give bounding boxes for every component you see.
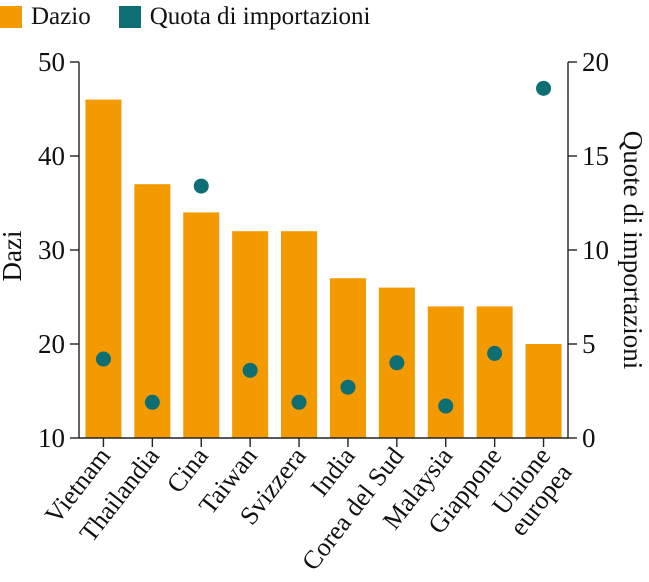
legend-label-dazio: Dazio [31, 3, 91, 30]
y-left-tick-label-40: 40 [38, 141, 65, 171]
y-axis-title: Dazi [0, 231, 27, 282]
dot-vietnam [95, 351, 111, 367]
y-right-tick-label-5: 5 [582, 329, 596, 359]
legend-swatch-quota [118, 6, 141, 28]
bar-cina [183, 212, 220, 438]
y-right-tick-label-15: 15 [582, 141, 609, 171]
y-left-tick-label-30: 30 [38, 235, 65, 265]
dot-taiwan [242, 362, 258, 378]
legend-item-quota: Quota di importazioni [118, 3, 371, 31]
y-left-tick-label-50: 50 [38, 47, 65, 77]
bar-giappone [476, 306, 513, 438]
dot-cina [193, 178, 209, 194]
dot-thailandia [144, 394, 160, 410]
legend-label-quota: Quota di importazioni [149, 3, 371, 30]
dot-india [340, 379, 356, 395]
dot-unione-europea [536, 80, 552, 96]
legend-swatch-dazio [0, 6, 22, 28]
dot-giappone [487, 345, 503, 361]
bar-unione-europea [525, 344, 562, 438]
bar-malaysia [427, 306, 464, 438]
y2-axis-title: Quote di importazioni [618, 131, 648, 369]
y-right-tick-label-10: 10 [582, 235, 609, 265]
y-right-tick-label-20: 20 [582, 47, 609, 77]
dot-malaysia [438, 398, 454, 414]
dot-svizzera [291, 394, 307, 410]
bar-taiwan [232, 231, 269, 438]
y-left-tick-label-10: 10 [38, 423, 65, 453]
dot-corea-del-sud [389, 355, 405, 371]
y-right-tick-label-0: 0 [582, 423, 596, 453]
y-left-tick-label-20: 20 [38, 329, 65, 359]
legend: Dazio Quota di importazioni [0, 2, 371, 32]
legend-item-dazio: Dazio [0, 3, 91, 31]
bar-vietnam [85, 99, 122, 438]
bar-india [329, 278, 366, 438]
